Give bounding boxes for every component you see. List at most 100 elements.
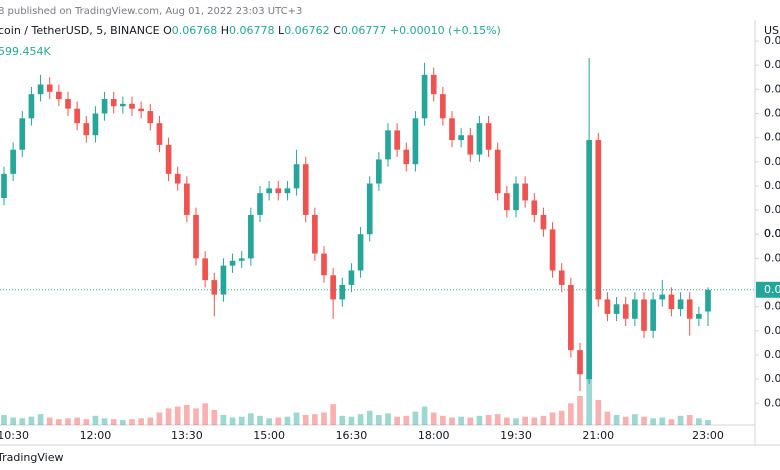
volume-bar (577, 395, 583, 425)
candle-body (677, 299, 684, 310)
volume-bar (686, 415, 693, 425)
x-tick-label: 19:30 (500, 429, 532, 442)
candle-body (184, 183, 190, 215)
volume-bar (467, 417, 474, 425)
volume-bar (677, 415, 684, 425)
volume-bar (46, 417, 53, 425)
candle-body (577, 350, 583, 375)
published: 8 published on TradingView.com, Aug 01, … (0, 6, 302, 17)
volume-bar (65, 418, 71, 425)
candle-body (110, 99, 117, 107)
y-tick-label: 0.0685 (764, 106, 780, 119)
candle-body (513, 183, 519, 211)
y-tick-label: 0.0673 (764, 396, 780, 409)
ohlc-letter: O (163, 24, 172, 37)
volume-bar (586, 375, 592, 425)
candle-body (101, 99, 108, 114)
legend: coin / TetherUSD, 5, BINANCE O0.06768 H0… (0, 24, 501, 37)
volume-bar (696, 418, 702, 425)
candle-body (440, 94, 446, 119)
volume-bar (28, 416, 35, 425)
volume-bar (595, 400, 602, 425)
candle-body (339, 284, 346, 300)
volume-bar (659, 417, 666, 425)
candle-body (412, 118, 419, 165)
candle-body (238, 258, 245, 261)
candle-body (476, 123, 483, 155)
ohlc-value: 0.06768 (172, 24, 218, 37)
volume-bar (613, 415, 620, 425)
y-tick-label: 0.0684 (764, 131, 780, 144)
x-tick-label: 16:30 (336, 429, 368, 442)
y-tick-label: 0.0688 (764, 34, 780, 47)
candle-body (696, 313, 702, 319)
y-tick-label: 0.0677 (764, 300, 780, 313)
volume-bar (147, 417, 154, 425)
candle-body (394, 130, 400, 150)
y-tick-label: 0.0683 (764, 155, 780, 168)
volume-bar (321, 412, 327, 425)
candle-body (266, 188, 272, 194)
y-tick-label: 0.0686 (764, 82, 780, 95)
candle-body (211, 280, 218, 295)
x-tick-label: 13:30 (171, 429, 203, 442)
volume-bar (312, 414, 318, 425)
volume-bar (558, 410, 565, 425)
x-tick-label: 23:00 (692, 429, 724, 442)
ohlc-value: 0.06762 (284, 24, 330, 37)
candle-body (458, 135, 464, 141)
candle-body (302, 164, 309, 215)
candle-body (65, 99, 71, 109)
candle-body (275, 188, 282, 194)
candle-body (330, 275, 336, 300)
volume-bar (412, 411, 419, 425)
volume-bar (485, 415, 492, 425)
volume-bar (165, 408, 172, 425)
volume-bar (110, 419, 117, 425)
x-tick-label: 10:30 (0, 429, 29, 442)
candle-body (604, 299, 611, 314)
currency: USD (764, 24, 780, 37)
candle-body (586, 140, 592, 380)
volume-bar (339, 415, 346, 425)
candle-body (92, 113, 99, 136)
candle-body (558, 270, 565, 285)
volume-bar (83, 419, 90, 425)
volume-bar (522, 416, 528, 425)
candle-body (174, 173, 181, 184)
y-tick-label: 0.0679 (764, 251, 780, 264)
candle-body (421, 74, 428, 119)
volume-bar (156, 412, 163, 425)
volume-bar (266, 418, 272, 425)
ohlc-letter: H (221, 24, 229, 37)
volume-bar (284, 416, 291, 425)
candle-body (248, 214, 254, 259)
candle-body (686, 299, 693, 319)
candle-body (632, 299, 638, 319)
x-tick-label: 18:00 (418, 429, 450, 442)
volume-bar (668, 419, 675, 425)
candle-body (595, 140, 602, 300)
candle-body (659, 294, 666, 300)
volume-bar (430, 412, 437, 425)
y-tick-label: 0.0675 (764, 348, 780, 361)
volume-bar (101, 418, 108, 425)
volume-bar (293, 412, 300, 425)
candle-body (129, 103, 135, 109)
candle-body (622, 304, 629, 319)
x-tick-label: 15:00 (253, 429, 285, 442)
volume-bar (604, 411, 611, 425)
candle-body (293, 164, 300, 189)
candle-body (549, 229, 556, 271)
x-tick-label: 12:00 (80, 429, 112, 442)
candle-body (1, 173, 7, 199)
candle-body (494, 149, 501, 194)
candle-body (56, 91, 62, 100)
candle-body (284, 188, 291, 194)
volume-bar (74, 417, 80, 425)
candle-body (229, 260, 236, 266)
candle-body (568, 284, 574, 351)
footer-logo: TradingView (0, 451, 63, 464)
volume-bar (348, 416, 355, 425)
